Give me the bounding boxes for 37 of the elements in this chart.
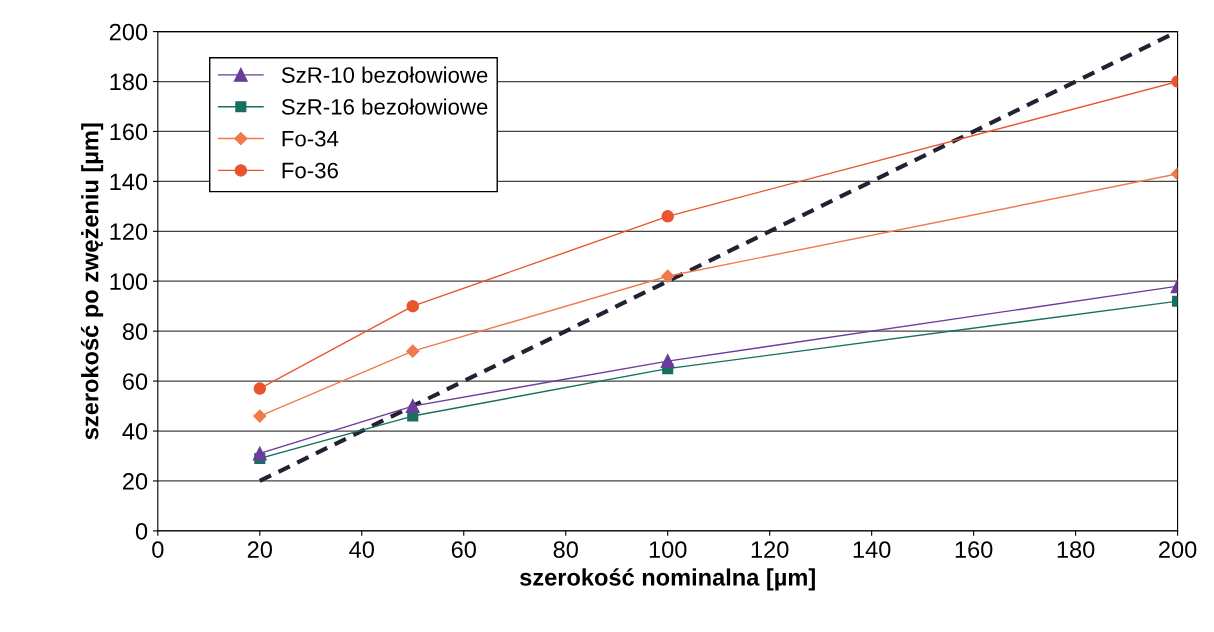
point — [661, 210, 674, 223]
y-tick-label: 0 — [135, 522, 148, 540]
x-tick-label: 60 — [451, 541, 476, 558]
y-tick-label: 100 — [110, 273, 148, 291]
y-tick-label: 120 — [110, 223, 148, 241]
legend-label: Fo-36 — [282, 162, 338, 179]
x-tick-label: 20 — [247, 541, 273, 558]
point — [252, 446, 267, 461]
x-tick-label: 200 — [1159, 541, 1197, 558]
y-axis-title: szerokość po zwężeniu [µm] — [80, 123, 104, 440]
y-tick-label: 180 — [110, 73, 148, 91]
y-tick-label: 140 — [110, 173, 148, 191]
x-tick-label: 140 — [853, 541, 891, 558]
y-tick-label: 60 — [123, 373, 148, 390]
point — [253, 382, 267, 395]
point — [405, 399, 420, 414]
legend-label: SzR-16 bezołowiowe — [281, 98, 488, 115]
point — [661, 269, 675, 283]
x-tick-label: 0 — [152, 541, 164, 558]
x-tick-label: 180 — [1057, 541, 1095, 558]
x-tick-label: 40 — [349, 541, 374, 558]
legend-label: Fo-34 — [282, 130, 339, 147]
point — [406, 344, 420, 358]
x-tick-label: 120 — [751, 541, 789, 558]
legend-label: SzR-10 bezołowiowe — [281, 66, 488, 83]
x-tick-label: 160 — [955, 541, 993, 558]
point — [406, 299, 420, 313]
y-tick-label: 200 — [109, 23, 148, 41]
x-tick-label: 80 — [553, 541, 578, 558]
x-tick-label: 100 — [649, 541, 687, 558]
y-tick-label: 160 — [110, 123, 148, 141]
point — [253, 409, 267, 423]
x-axis-title: szerokość nominalna [µm] — [520, 568, 815, 591]
y-tick-label: 40 — [122, 423, 148, 440]
y-tick-label: 20 — [123, 473, 148, 490]
point — [660, 354, 675, 369]
y-tick-label: 80 — [122, 323, 148, 340]
